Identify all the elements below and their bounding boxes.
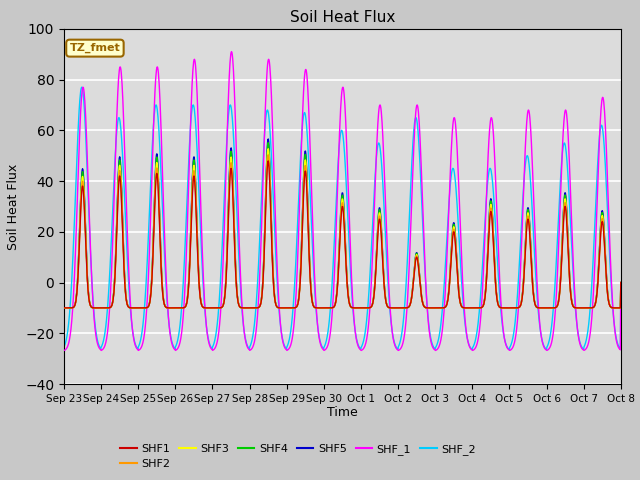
SHF_2 <box>429 343 437 349</box>
SHF5 <box>431 305 439 311</box>
SHF_2 <box>617 280 625 286</box>
Title: Soil Heat Flux: Soil Heat Flux <box>290 10 395 25</box>
SHF4 <box>170 305 178 311</box>
SHF_1 <box>617 280 625 286</box>
SHF_2 <box>78 84 86 90</box>
SHF5 <box>429 305 437 311</box>
SHF_1 <box>228 49 236 55</box>
SHF2 <box>184 293 191 299</box>
SHF3 <box>431 305 439 311</box>
SHF2 <box>552 305 559 311</box>
SHF3 <box>184 292 191 298</box>
SHF3 <box>246 305 254 311</box>
SHF_1 <box>551 312 559 318</box>
Y-axis label: Soil Heat Flux: Soil Heat Flux <box>6 163 20 250</box>
SHF2 <box>617 280 625 286</box>
SHF_1 <box>246 347 254 353</box>
SHF2 <box>429 305 437 311</box>
SHF_1 <box>429 345 437 351</box>
SHF1 <box>552 305 559 311</box>
SHF3 <box>617 280 625 286</box>
SHF_1 <box>60 348 68 353</box>
SHF_2 <box>184 169 192 175</box>
SHF1 <box>431 305 439 311</box>
SHF5 <box>617 280 625 286</box>
SHF_2 <box>246 342 254 348</box>
SHF2 <box>60 305 68 311</box>
SHF5 <box>170 305 178 311</box>
SHF1 <box>617 280 625 286</box>
SHF1 <box>184 293 191 299</box>
SHF5 <box>264 136 272 142</box>
Line: SHF1: SHF1 <box>64 161 621 308</box>
SHF_1 <box>502 342 509 348</box>
SHF1 <box>60 305 68 311</box>
Line: SHF2: SHF2 <box>64 155 621 308</box>
SHF3 <box>502 305 510 311</box>
SHF1 <box>502 305 510 311</box>
Line: SHF_1: SHF_1 <box>64 52 621 350</box>
SHF5 <box>184 291 191 297</box>
SHF4 <box>502 305 510 311</box>
SHF4 <box>429 305 437 311</box>
SHF_2 <box>60 344 68 349</box>
SHF1 <box>264 158 272 164</box>
Line: SHF5: SHF5 <box>64 139 621 308</box>
SHF4 <box>60 305 68 311</box>
Line: SHF4: SHF4 <box>64 143 621 308</box>
SHF2 <box>264 152 272 158</box>
Line: SHF_2: SHF_2 <box>64 87 621 349</box>
Text: TZ_fmet: TZ_fmet <box>70 43 120 53</box>
SHF_1 <box>184 208 191 214</box>
SHF2 <box>170 305 178 311</box>
SHF4 <box>552 305 559 311</box>
SHF2 <box>502 305 510 311</box>
SHF3 <box>264 146 272 152</box>
Legend: SHF1, SHF2, SHF3, SHF4, SHF5, SHF_1, SHF_2: SHF1, SHF2, SHF3, SHF4, SHF5, SHF_1, SHF… <box>115 439 480 474</box>
X-axis label: Time: Time <box>327 407 358 420</box>
SHF4 <box>431 305 439 311</box>
SHF5 <box>502 305 510 311</box>
SHF3 <box>60 305 68 311</box>
SHF4 <box>264 140 272 145</box>
SHF_2 <box>171 346 179 351</box>
SHF3 <box>170 305 178 311</box>
SHF3 <box>429 305 437 311</box>
SHF_2 <box>552 275 559 281</box>
SHF1 <box>170 305 178 311</box>
SHF1 <box>246 305 254 311</box>
SHF5 <box>246 305 254 311</box>
SHF1 <box>429 305 437 311</box>
SHF_2 <box>502 341 509 347</box>
Line: SHF3: SHF3 <box>64 149 621 308</box>
SHF4 <box>617 280 625 286</box>
SHF4 <box>184 292 191 298</box>
SHF5 <box>60 305 68 311</box>
SHF4 <box>246 305 254 311</box>
SHF_2 <box>506 347 513 352</box>
SHF2 <box>431 305 439 311</box>
SHF5 <box>552 305 559 311</box>
SHF2 <box>246 305 254 311</box>
SHF_1 <box>170 346 178 352</box>
SHF3 <box>552 305 559 311</box>
